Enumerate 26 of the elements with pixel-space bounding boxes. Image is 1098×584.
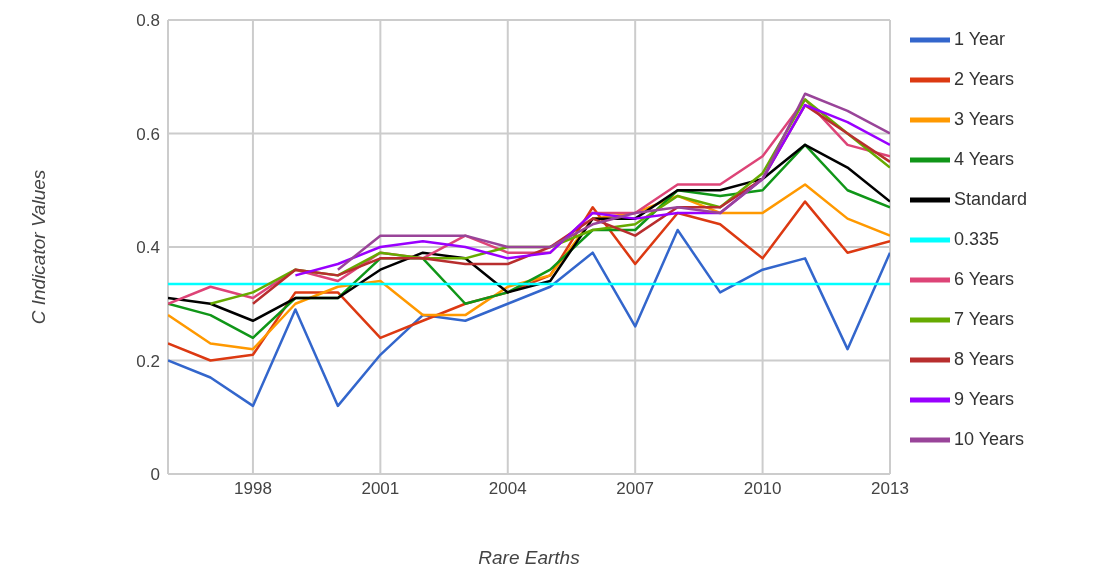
legend-label: 4 Years <box>954 148 1015 169</box>
x-tick-label: 2013 <box>871 479 909 499</box>
legend-label: 6 Years <box>954 268 1015 289</box>
y-axis-title: C Indicator Values <box>27 169 49 325</box>
legend-label: 7 Years <box>954 308 1015 329</box>
x-tick-label: 2001 <box>361 479 400 499</box>
y-tick-label: 0 <box>150 465 160 485</box>
x-tick-label: 2010 <box>743 479 782 499</box>
y-tick-label: 0.6 <box>136 124 160 144</box>
legend-label: 10 Years <box>954 428 1025 449</box>
legend-label: 0.335 <box>954 228 1000 249</box>
x-tick-label: 2007 <box>616 479 655 499</box>
line-series <box>168 228 890 408</box>
x-tick-label: 1998 <box>234 479 272 499</box>
line-series <box>336 92 890 271</box>
legend-label: 3 Years <box>954 108 1015 129</box>
y-tick-label: 0.8 <box>136 11 160 31</box>
legend-label: 9 Years <box>954 388 1015 409</box>
legend-label: Standard <box>954 188 1028 209</box>
legend-label: 1 Year <box>954 28 1006 49</box>
y-tick-label: 0.2 <box>136 351 160 371</box>
legend-label: 2 Years <box>954 68 1015 89</box>
legend-label: 8 Years <box>954 348 1015 369</box>
x-tick-label: 2004 <box>488 479 527 499</box>
y-tick-label: 0.4 <box>136 238 160 258</box>
x-axis-title: Rare Earths <box>478 547 581 568</box>
